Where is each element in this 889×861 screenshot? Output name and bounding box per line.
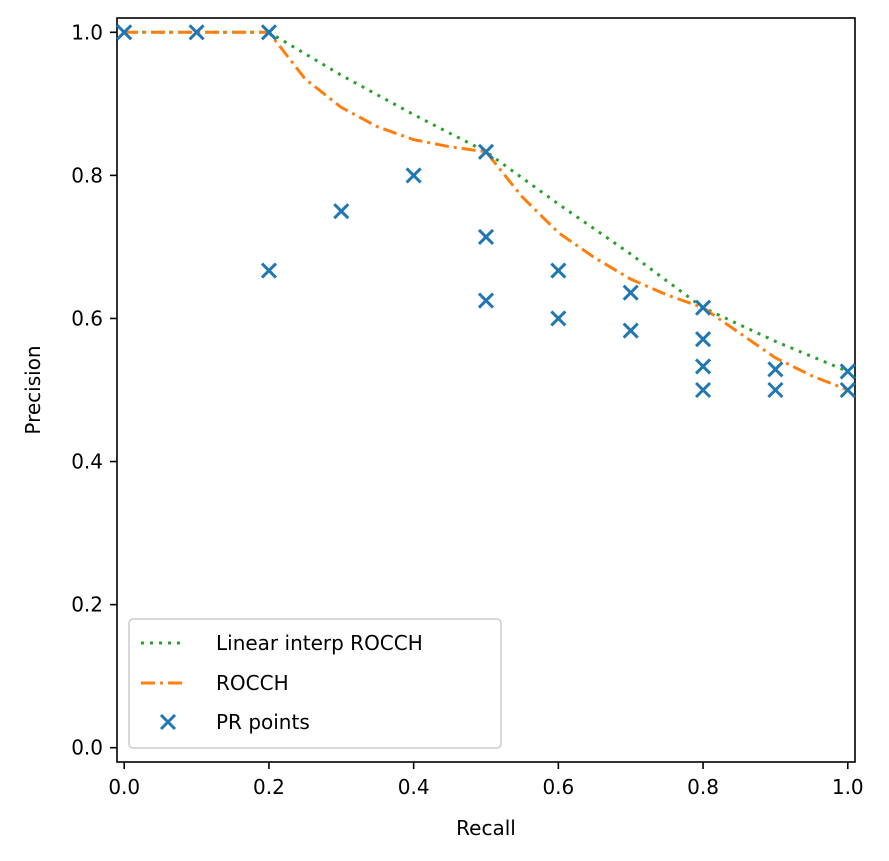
- legend-label-1: ROCCH: [216, 671, 289, 695]
- legend-box: [128, 618, 502, 749]
- pr-point: [767, 361, 784, 378]
- x-axis-label: Recall: [456, 816, 516, 840]
- x-tick-label: 0.8: [687, 775, 719, 799]
- pr-point: [694, 299, 712, 316]
- x-tick-label: 0.0: [108, 775, 140, 799]
- pr-point: [694, 381, 712, 399]
- series-line-1: [124, 30, 849, 392]
- series-line-0: [124, 30, 849, 373]
- pr-point: [116, 24, 133, 41]
- pr-point: [550, 310, 567, 327]
- x-tick-label: 0.2: [253, 775, 285, 799]
- pr-point: [622, 322, 639, 339]
- pr-point: [188, 24, 205, 41]
- pr-point: [550, 262, 567, 279]
- legend-swatch-2: [159, 713, 177, 731]
- y-tick-label: 0.0: [71, 736, 103, 760]
- y-axis-label: Precision: [21, 345, 45, 434]
- legend-label-0: Linear interp ROCCH: [216, 631, 423, 655]
- y-tick-label: 0.6: [71, 306, 103, 330]
- pr-point: [694, 358, 712, 375]
- pr-point: [839, 363, 856, 380]
- pr-point: [260, 24, 278, 41]
- y-tick-label: 1.0: [71, 20, 103, 44]
- x-tick-label: 0.6: [542, 775, 574, 799]
- pr-point: [477, 143, 495, 160]
- pr-point: [405, 167, 422, 184]
- x-tick-label: 1.0: [832, 775, 864, 799]
- pr-point: [839, 381, 856, 399]
- legend-label-2: PR points: [216, 710, 310, 734]
- x-tick-label: 0.4: [398, 775, 430, 799]
- plot-frame: [116, 17, 856, 763]
- pr-point: [477, 292, 495, 309]
- pr-point: [333, 203, 350, 220]
- y-tick-label: 0.4: [71, 450, 103, 474]
- y-tick-label: 0.2: [71, 593, 103, 617]
- pr-point: [694, 331, 712, 348]
- legend: Linear interp ROCCH ROCCH PR points: [128, 618, 502, 749]
- pr-point: [260, 262, 278, 279]
- y-tick-label: 0.8: [71, 163, 103, 187]
- pr-point: [767, 381, 784, 399]
- pr-point: [622, 284, 639, 301]
- pr-point: [477, 228, 495, 245]
